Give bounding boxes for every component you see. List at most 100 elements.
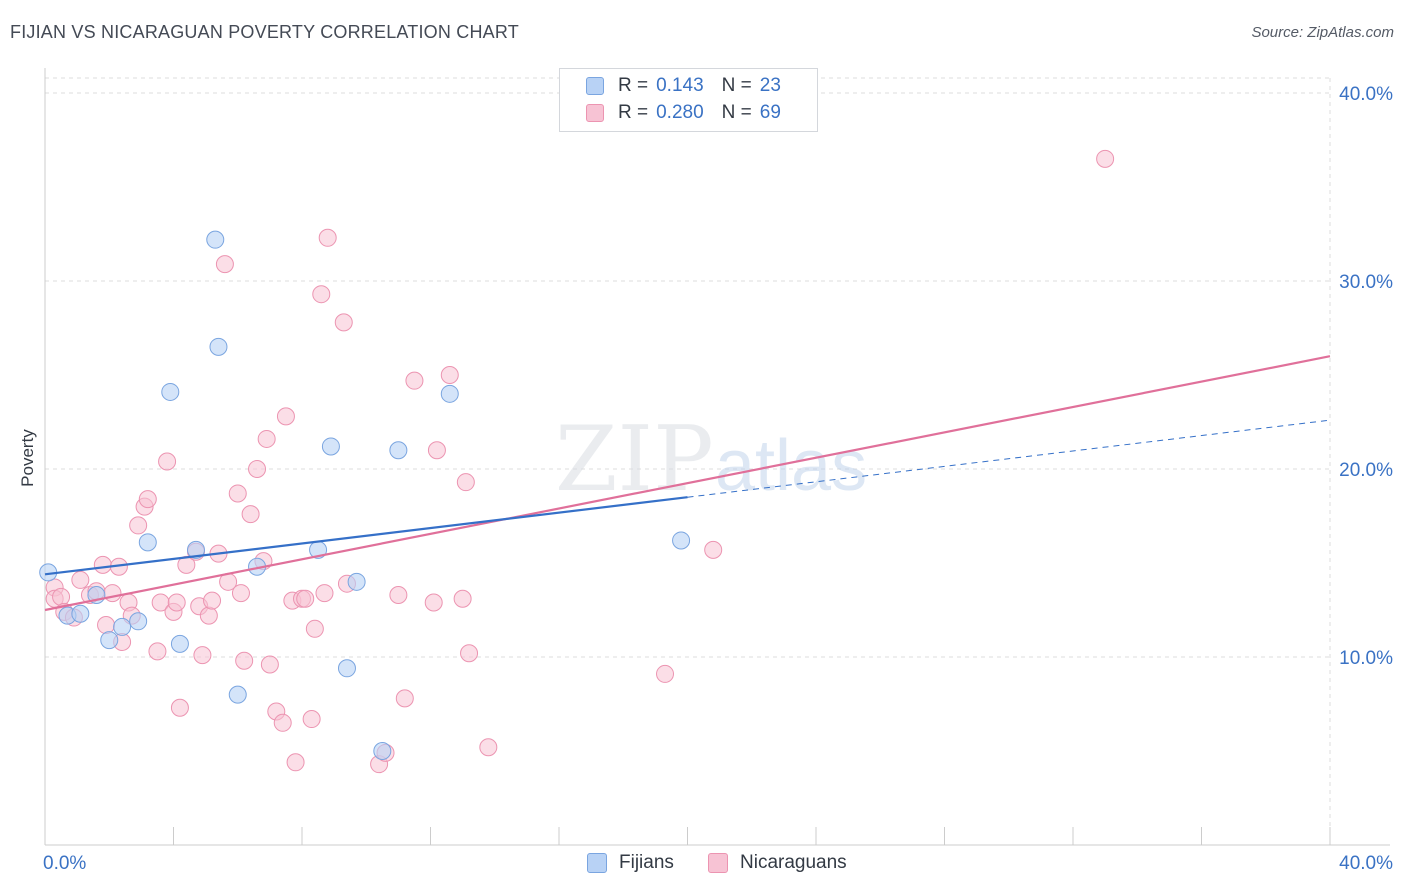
fijians-point	[113, 617, 132, 636]
nicaraguans-point	[318, 228, 337, 247]
nicaraguans-point	[97, 616, 116, 635]
legend-box: R = 0.143 N = 23 R = 0.280 N = 69	[559, 68, 818, 132]
watermark-zip: ZIP	[555, 407, 714, 512]
nicaraguans-point	[656, 664, 675, 683]
legend-row-fijians: R = 0.143 N = 23	[586, 73, 781, 99]
legend-r-value: 0.280	[656, 102, 704, 123]
fijians-point	[228, 685, 247, 704]
nicaraguans-point	[248, 460, 267, 479]
nicaraguans-point	[260, 655, 279, 674]
fijians-point	[209, 337, 228, 356]
y-tick-label: 30.0%	[1339, 272, 1393, 293]
nicaraguans-point	[315, 584, 334, 603]
nicaraguans-point	[456, 473, 475, 492]
nicaraguans-point	[257, 429, 276, 448]
legend-r-label: R =	[618, 75, 649, 96]
x-tick-label: 40.0%	[1339, 853, 1393, 874]
nicaraguans-point	[241, 505, 260, 524]
nicaraguans-point	[103, 584, 122, 603]
nicaraguans-point	[704, 540, 723, 559]
nicaraguans-point	[52, 587, 71, 606]
legend-n-label: N =	[721, 75, 752, 96]
nicaraguans-point	[276, 407, 295, 426]
fijians-point	[138, 533, 157, 552]
nicaraguans-point	[235, 651, 254, 670]
bottom-legend-nicaraguans: Nicaraguans	[708, 852, 847, 874]
nicaraguans-point	[199, 606, 218, 625]
fijians-point	[321, 437, 340, 456]
nicaraguans-point	[228, 484, 247, 503]
nicaraguans-point	[302, 710, 321, 729]
bottom-legend: Fijians Nicaraguans	[0, 852, 1406, 876]
nicaraguans-swatch	[586, 104, 604, 122]
source-label: Source: ZipAtlas.com	[1251, 24, 1394, 41]
fijians-points	[39, 230, 691, 761]
nicaraguans-point	[405, 371, 424, 390]
nicaraguans-point	[312, 285, 331, 304]
legend-row-nicaraguans: R = 0.280 N = 69	[586, 100, 781, 126]
nicaraguans-point	[334, 313, 353, 332]
legend-n-label: N =	[721, 102, 752, 123]
fijians-point	[129, 612, 148, 631]
y-axis-label: Poverty	[18, 429, 37, 487]
nicaraguans-point	[170, 698, 189, 717]
nicaraguans-point	[305, 619, 324, 638]
nicaraguans-points	[45, 149, 1115, 774]
nicaraguans-point	[424, 593, 443, 612]
bottom-legend-label: Fijians	[619, 852, 674, 873]
nicaraguans-point	[138, 490, 157, 509]
fijians-point	[440, 384, 459, 403]
y-tick-label: 40.0%	[1339, 84, 1393, 105]
nicaraguans-point	[427, 441, 446, 460]
nicaraguans-point	[148, 642, 167, 661]
fijians-point	[389, 441, 408, 460]
legend-n-value: 69	[759, 102, 781, 123]
bottom-legend-fijians: Fijians	[587, 852, 674, 874]
fijians-point	[186, 540, 205, 559]
fijians-trend-extension	[687, 419, 1331, 498]
nicaraguans-point	[215, 255, 234, 274]
nicaraguans-point	[286, 753, 305, 772]
trend-lines	[44, 355, 1331, 612]
y-tick-label: 10.0%	[1339, 648, 1393, 669]
bottom-legend-label: Nicaraguans	[740, 852, 847, 873]
fijians-point	[206, 230, 225, 249]
fijians-point	[161, 382, 180, 401]
fijians-point	[170, 634, 189, 653]
x-tick-label: 0.0%	[43, 853, 86, 874]
nicaraguans-point	[193, 646, 212, 665]
fijians-swatch	[586, 77, 604, 95]
legend-r-value: 0.143	[656, 75, 704, 96]
nicaraguans-point	[440, 366, 459, 385]
nicaraguans-point	[1096, 149, 1115, 168]
fijians-point	[71, 604, 90, 623]
fijians-point	[672, 531, 691, 550]
fijians-point	[100, 631, 119, 650]
legend-n-value: 23	[759, 75, 781, 96]
nicaraguans-point	[167, 593, 186, 612]
nicaraguans-point	[479, 738, 498, 757]
nicaraguans-point	[460, 644, 479, 663]
nicaraguans-point	[203, 591, 222, 610]
nicaraguans-point	[231, 584, 250, 603]
nicaraguans-trend-line	[44, 355, 1331, 612]
fijians-point	[373, 742, 392, 761]
nicaraguans-point	[389, 585, 408, 604]
nicaraguans-point	[296, 589, 315, 608]
watermark-atlas: atlas	[715, 426, 867, 506]
nicaraguans-swatch	[708, 853, 728, 873]
nicaraguans-point	[129, 516, 148, 535]
y-tick-label: 20.0%	[1339, 460, 1393, 481]
fijians-trend-line	[44, 496, 688, 576]
nicaraguans-point	[395, 689, 414, 708]
legend-r-label: R =	[618, 102, 649, 123]
nicaraguans-point	[273, 713, 292, 732]
chart-title: FIJIAN VS NICARAGUAN POVERTY CORRELATION…	[10, 22, 519, 42]
nicaraguans-point	[158, 452, 177, 471]
fijians-point	[347, 572, 366, 591]
fijians-swatch	[587, 853, 607, 873]
axes-layer: 10.0% 20.0% 30.0% 40.0% 0.0% 40.0%	[43, 68, 1393, 874]
fijians-point	[337, 659, 356, 678]
nicaraguans-point	[93, 555, 112, 574]
